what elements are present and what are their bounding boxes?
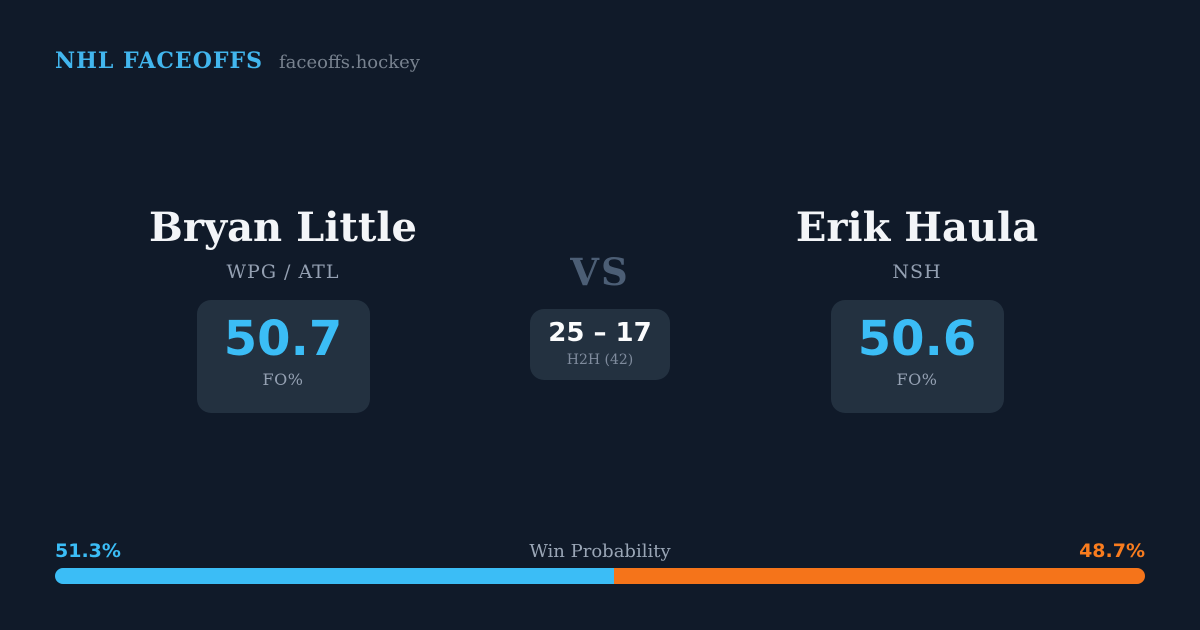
player-right: Erik Haula NSH 50.6 FO% <box>732 205 1102 413</box>
player-left-stat-label: FO% <box>262 370 304 389</box>
player-right-team: NSH <box>892 261 942 283</box>
player-left: Bryan Little WPG / ATL 50.7 FO% <box>98 205 468 413</box>
player-left-team: WPG / ATL <box>226 261 340 283</box>
win-probability-bar-right-segment <box>614 568 1145 584</box>
h2h-label: H2H (42) <box>566 352 634 368</box>
site-url: faceoffs.hockey <box>279 52 420 73</box>
win-probability-labels: 51.3% Win Probability 48.7% <box>55 540 1145 562</box>
h2h-score: 25 – 17 <box>548 318 652 348</box>
player-right-stat-value: 50.6 <box>857 311 977 367</box>
player-left-stat-card: 50.7 FO% <box>196 300 370 413</box>
player-left-name: Bryan Little <box>149 204 417 251</box>
brand-title: NHL FACEOFFS <box>55 48 263 74</box>
player-right-stat-card: 50.6 FO% <box>830 300 1004 413</box>
h2h-card: 25 – 17 H2H (42) <box>530 309 670 380</box>
win-probability-bar-left-segment <box>55 568 615 584</box>
vs-block: VS 25 – 17 H2H (42) <box>500 250 700 380</box>
win-probability-title: Win Probability <box>529 541 671 562</box>
win-probability-bar <box>55 568 1145 584</box>
win-probability-right-pct: 48.7% <box>1079 540 1145 562</box>
player-right-stat-label: FO% <box>896 370 938 389</box>
header: NHL FACEOFFS faceoffs.hockey <box>55 48 420 74</box>
win-probability-left-pct: 51.3% <box>55 540 121 562</box>
vs-label: VS <box>570 250 630 294</box>
player-right-name: Erik Haula <box>795 204 1039 251</box>
player-left-stat-value: 50.7 <box>223 311 343 367</box>
